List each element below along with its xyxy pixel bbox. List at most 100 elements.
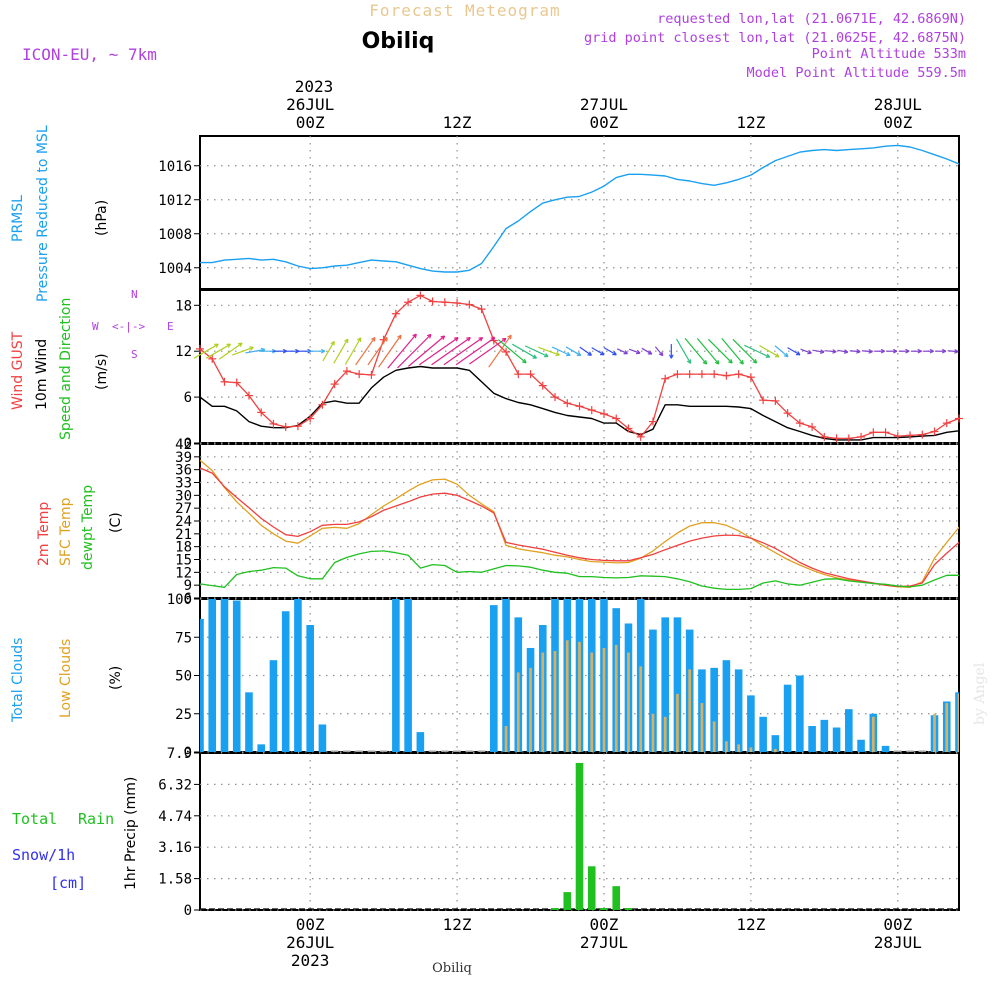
total-cloud-bar (281, 611, 290, 752)
gust-marker (955, 414, 963, 423)
dewpt-line (200, 550, 959, 591)
low-cloud-bar (663, 716, 667, 752)
label-2m-temp: 2m Temp (36, 502, 52, 566)
ytick-label-wind: 0 (184, 436, 192, 452)
low-cloud-bar (712, 721, 716, 752)
bottom-hour-label: 00Z (296, 915, 325, 934)
label-rain: Rain (78, 810, 114, 828)
gust-marker (599, 409, 608, 418)
rain-bar (551, 908, 559, 910)
wind-direction-arrow (603, 347, 617, 356)
wind-direction-arrow (708, 338, 733, 364)
ytick-label-temperature: 18 (175, 540, 192, 556)
total-cloud-bar (269, 660, 278, 752)
total-cloud-bar (306, 625, 314, 752)
gust-marker (244, 391, 253, 400)
top-date-label: 28JUL (874, 95, 922, 114)
rain-bar (624, 908, 633, 910)
wind-direction-arrow (565, 346, 582, 357)
gust-marker (795, 419, 804, 428)
wind10-line (200, 365, 959, 441)
total-cloud-bar (857, 739, 865, 752)
ytick-label-clouds: 75 (175, 630, 192, 646)
ytick-label-temperature: 27 (175, 501, 192, 517)
total-cloud-bar (881, 745, 890, 752)
watermark: by Angel (972, 662, 988, 725)
wind-direction-arrow (935, 348, 947, 354)
total-cloud-bar (404, 599, 412, 752)
ytick-label-pressure: 1012 (158, 193, 192, 209)
ytick-label-temperature: 6 (184, 591, 192, 607)
ytick-label-temperature: 33 (175, 476, 192, 492)
wind-direction-arrow (641, 347, 653, 355)
wind-direction-arrow (721, 337, 744, 365)
temp-2m-line (200, 467, 959, 588)
gust-marker (477, 305, 486, 314)
label-ms: (m/s) (94, 353, 110, 390)
wind-direction-arrow (232, 346, 254, 356)
label-dewpt-temp: dewpt Temp (80, 485, 96, 570)
cloud-zero-bar (343, 750, 351, 752)
ytick-label-temperature: 30 (175, 488, 192, 504)
wind-direction-arrow (616, 348, 629, 355)
ytick-label-clouds: 0 (184, 745, 192, 761)
ytick-label-wind: 12 (175, 344, 192, 360)
wind-direction-arrow (469, 337, 507, 365)
top-year: 2023 (295, 77, 334, 96)
wind-direction-arrow (787, 347, 801, 356)
bottom-hour-label: 00Z (883, 915, 912, 934)
total-cloud-bar (747, 695, 755, 752)
info-point-altitude: Point Altitude 533m (812, 46, 966, 62)
plot-marks (193, 144, 963, 910)
total-cloud-bar (771, 735, 780, 752)
label-pressure-reduced: Pressure Reduced to MSL (35, 125, 51, 302)
total-cloud-bar (661, 617, 669, 752)
gust-marker (918, 430, 927, 439)
gust-marker (367, 370, 376, 379)
wind-direction-arrow (910, 348, 922, 354)
wind-direction-arrow (378, 334, 402, 368)
low-cloud-bar (627, 652, 630, 752)
total-cloud-bar (490, 605, 498, 752)
ytick-label-precip: 4.74 (158, 809, 192, 825)
top-hour-label: 00Z (883, 113, 912, 132)
gust-marker (587, 406, 596, 415)
wind-direction-arrow (407, 335, 446, 367)
total-cloud-bar (220, 599, 229, 752)
gust-marker (306, 414, 315, 423)
wind-direction-arrow (684, 337, 708, 365)
wind-direction-arrow (488, 334, 512, 368)
info-model-altitude: Model Point Altitude 559.5m (747, 65, 966, 81)
supertitle: Forecast Meteogram (369, 1, 560, 20)
top-hour-label: 00Z (296, 113, 325, 132)
wind-direction-arrow (284, 348, 300, 354)
panel-pressure-frame (199, 135, 960, 290)
total-cloud-bar (710, 667, 718, 752)
ytick-label-wind: 18 (175, 298, 192, 314)
gust-marker (722, 371, 731, 380)
gust-marker (330, 380, 339, 389)
gust-marker (844, 434, 853, 443)
wind-direction-arrow (676, 338, 692, 364)
wind-direction-arrow (355, 336, 376, 366)
low-cloud-bar (529, 667, 532, 752)
gust-marker (281, 422, 290, 431)
gust-marker (783, 409, 792, 418)
gust-marker (391, 309, 400, 318)
total-cloud-bar (783, 684, 792, 752)
top-date-label: 27JUL (580, 95, 628, 114)
sfc-temp-line (200, 459, 959, 588)
wind-direction-arrow (538, 346, 560, 357)
low-cloud-bar (565, 640, 569, 752)
wind-direction-arrow (849, 349, 861, 354)
gust-marker (893, 432, 902, 441)
gust-marker (857, 432, 866, 441)
low-cloud-bar (725, 741, 728, 752)
label-total: Total (12, 810, 57, 828)
wind-direction-arrow (591, 347, 605, 356)
wind-direction-arrow (628, 348, 641, 355)
label-celsius: (C) (108, 512, 124, 533)
